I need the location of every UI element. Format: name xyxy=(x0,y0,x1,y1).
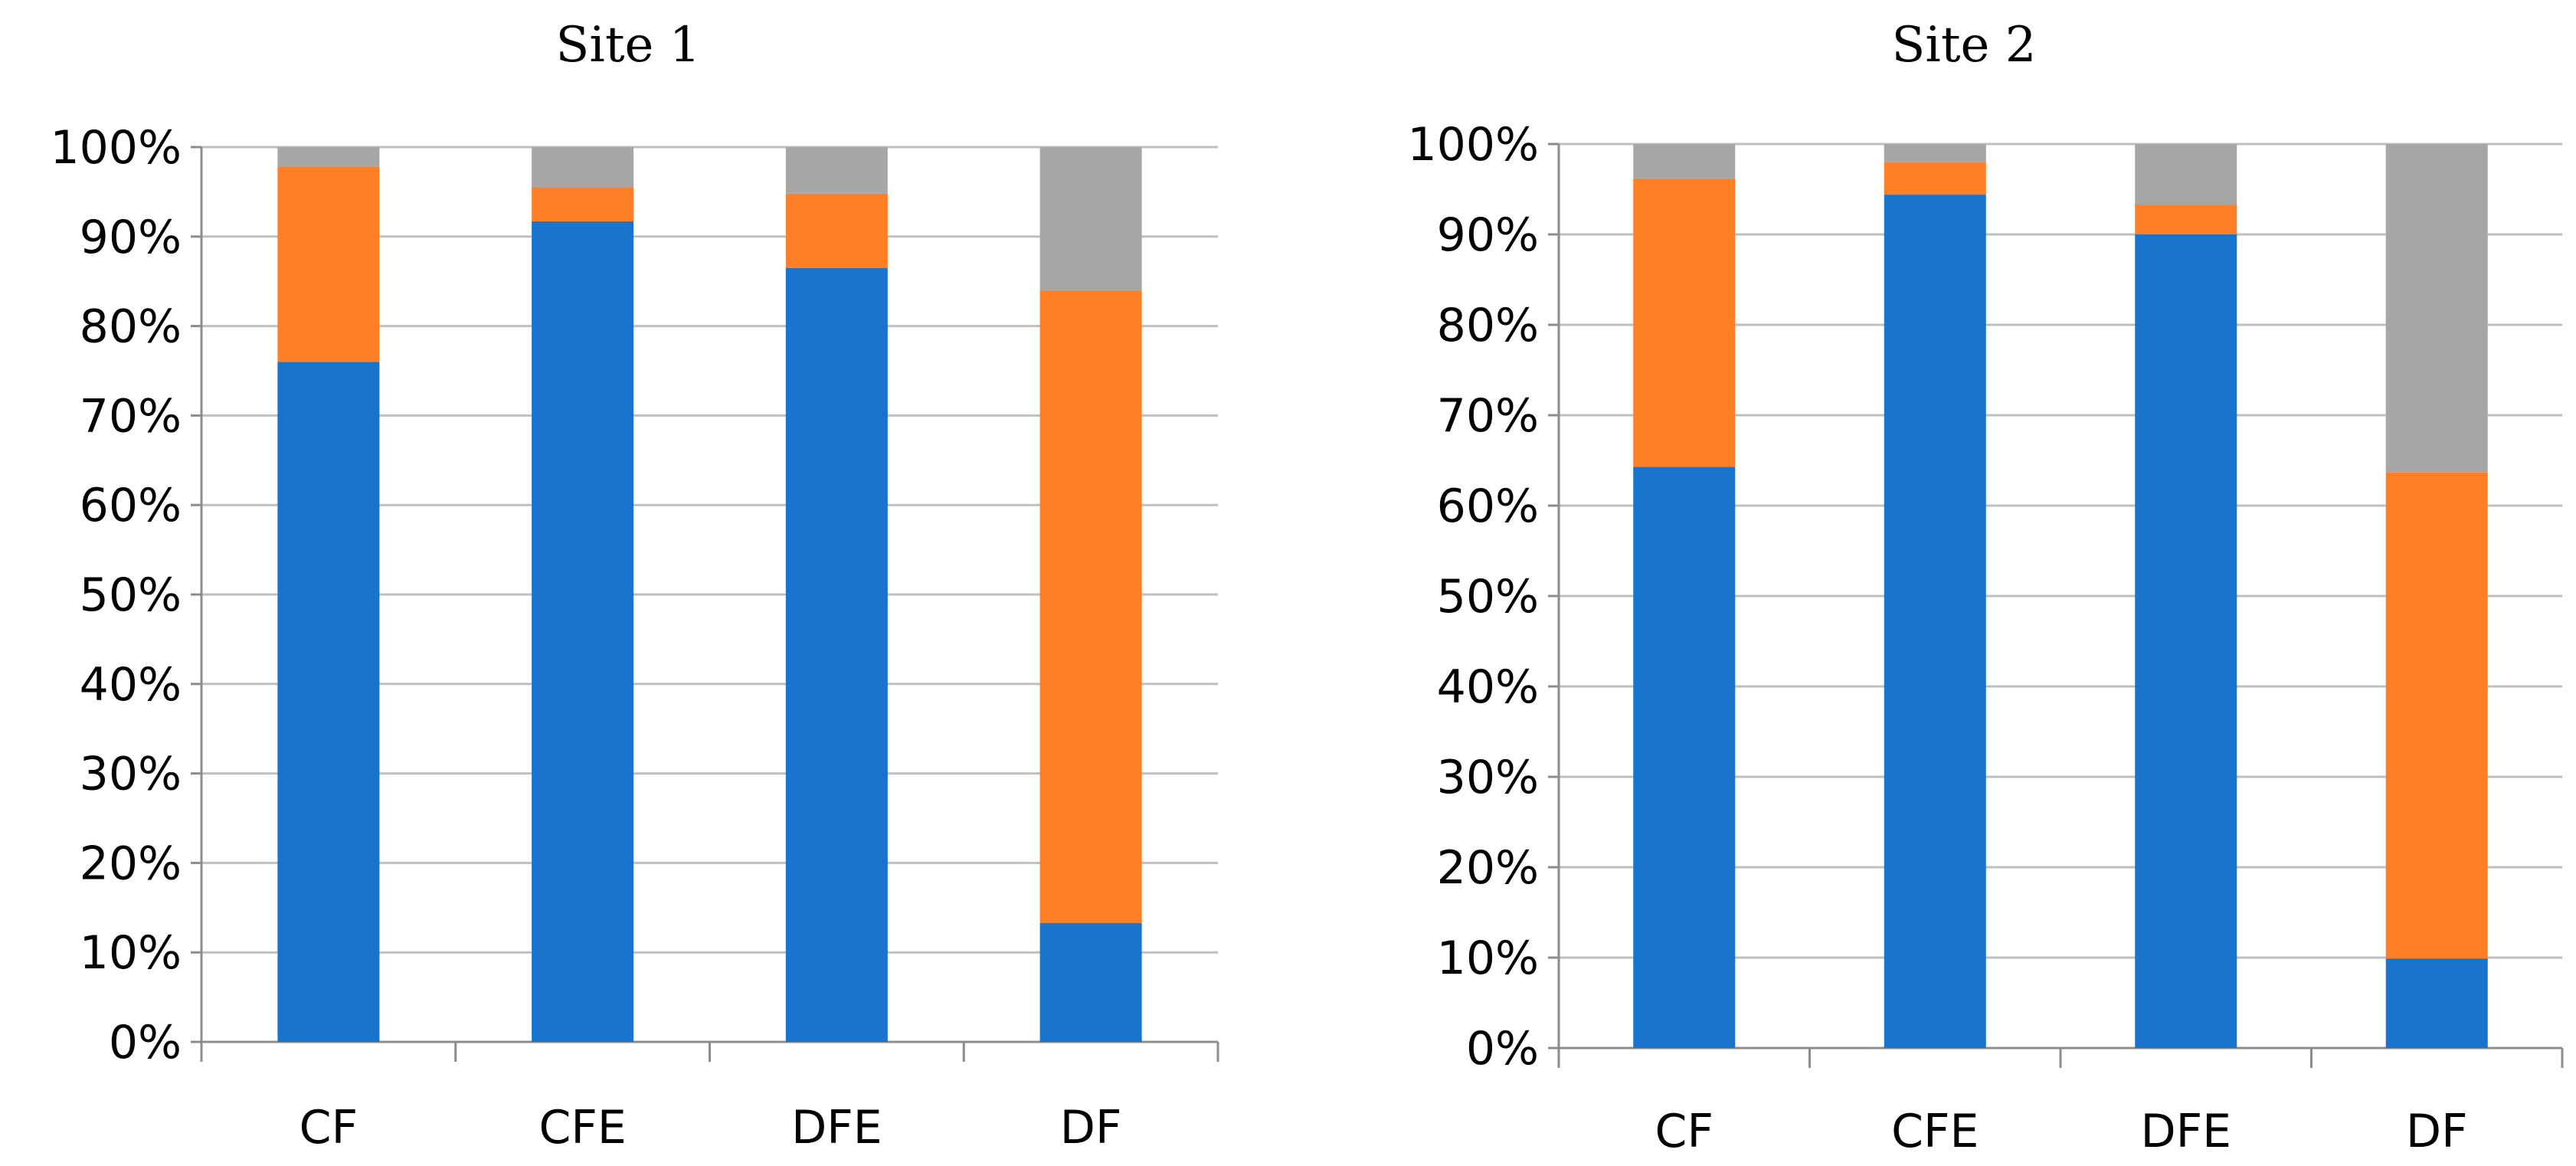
site-1-chart: Site 1 0% 10% 20% 30% 40% 50% 60% 70% 80% 90% 100%… xyxy=(50,17,1219,1155)
x-tick-label: CF xyxy=(299,1101,358,1155)
y-tick-label: 20% xyxy=(80,837,182,890)
bar-dfe-series-1 xyxy=(785,267,888,1042)
y-tick-label: 50% xyxy=(1437,570,1539,624)
chart-title: Site 1 xyxy=(556,17,701,74)
bar-cf-series-1 xyxy=(277,362,380,1042)
y-tick-label: 80% xyxy=(1437,299,1539,352)
bar-cfe-series-2 xyxy=(1884,162,1986,195)
y-tick-label: 10% xyxy=(1437,932,1539,985)
y-tick-label: 50% xyxy=(80,568,182,622)
y-tick-label: 10% xyxy=(80,926,182,980)
bar-df-series-2 xyxy=(2385,472,2488,959)
y-tick-label: 40% xyxy=(80,658,182,712)
y-tick-label: 20% xyxy=(1437,841,1539,895)
x-tick-label: CF xyxy=(1655,1105,1714,1158)
x-tick-label: DF xyxy=(1060,1101,1122,1155)
y-tick-label: 30% xyxy=(1437,751,1539,804)
bar-cfe-series-3 xyxy=(532,147,634,188)
y-tick-label: 90% xyxy=(80,211,182,264)
bar-cf-series-2 xyxy=(277,166,380,362)
bar-cf-series-3 xyxy=(277,147,380,167)
y-tick-label: 90% xyxy=(1437,208,1539,262)
bar-cf-series-2 xyxy=(1633,178,1736,467)
bar-cf-series-1 xyxy=(1633,467,1736,1048)
x-tick-label: DFE xyxy=(791,1101,882,1155)
x-tick-label: DF xyxy=(2406,1105,2468,1158)
bar-dfe-series-3 xyxy=(2135,144,2237,205)
chart-title: Site 2 xyxy=(1892,17,2037,74)
bar-df-series-3 xyxy=(2385,144,2488,473)
bar-df-series-3 xyxy=(1039,147,1142,290)
y-tick-label: 70% xyxy=(1437,389,1539,443)
bar-df-series-1 xyxy=(2385,958,2488,1048)
x-tick-label: DFE xyxy=(2140,1105,2231,1158)
bar-cfe-series-3 xyxy=(1884,144,1986,162)
bar-cfe-series-2 xyxy=(532,187,634,221)
bar-df-series-1 xyxy=(1039,922,1142,1042)
y-tick-label: 60% xyxy=(80,479,182,532)
y-tick-label: 70% xyxy=(80,389,182,443)
bar-cfe-series-1 xyxy=(1884,195,1986,1049)
x-tick-label: CFE xyxy=(538,1101,626,1155)
y-tick-label: 100% xyxy=(1407,118,1539,172)
bar-dfe-series-2 xyxy=(785,193,888,268)
bar-dfe-series-2 xyxy=(2135,205,2237,234)
y-tick-label: 30% xyxy=(80,748,182,801)
bar-dfe-series-3 xyxy=(785,147,888,194)
y-tick-label: 40% xyxy=(1437,660,1539,714)
bar-dfe-series-1 xyxy=(2135,234,2237,1048)
y-tick-label: 0% xyxy=(1466,1022,1539,1076)
y-tick-label: 0% xyxy=(109,1016,182,1069)
y-tick-label: 100% xyxy=(50,121,182,175)
x-tick-label: CFE xyxy=(1891,1105,1979,1158)
y-tick-label: 60% xyxy=(1437,480,1539,533)
site-2-chart: Site 2 0% 10% 20% 30% 40% 50% 60% 70% 80% 90% 100%… xyxy=(1407,17,2564,1158)
y-tick-label: 80% xyxy=(80,300,182,354)
bar-cf-series-3 xyxy=(1633,144,1736,179)
bar-df-series-2 xyxy=(1039,290,1142,923)
bar-cfe-series-1 xyxy=(532,221,634,1043)
